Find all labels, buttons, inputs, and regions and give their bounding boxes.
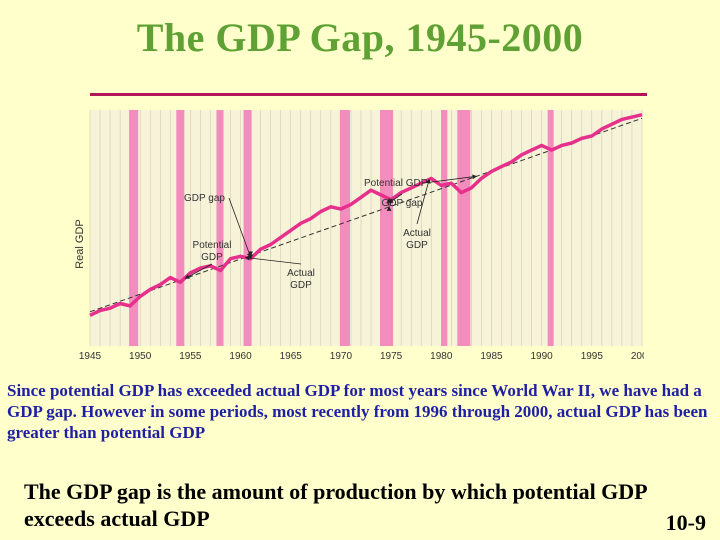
annotation-label: GDP gap: [184, 193, 225, 204]
annotation-label-line: Potential GDP: [364, 178, 428, 189]
slide-number: 10-9: [665, 510, 706, 535]
recession-band: [339, 110, 350, 346]
annotation-arrow: [244, 255, 302, 265]
x-tick-label: 1975: [380, 351, 403, 362]
x-tick-label: 1995: [581, 351, 604, 362]
annotation-arrow: [184, 263, 213, 279]
annotation-label-line: GDP: [201, 252, 223, 263]
gdp-gap-chart: Potential GDP GDP gap Potential GDP Actual GD…: [72, 104, 654, 366]
annotation-arrow: [416, 178, 431, 225]
slide-title: The GDP Gap, 1945-2000: [136, 15, 584, 60]
annotation-label: Actual GDP: [287, 268, 315, 291]
actual-gdp-line: [89, 112, 643, 317]
x-tick-label: 1965: [280, 351, 303, 362]
annotation-label-line: GDP: [290, 280, 312, 291]
annotation-label: Potential GDP: [193, 240, 232, 263]
title-underline: [90, 93, 647, 96]
series-layer: [89, 112, 643, 317]
annotation-label: GDP gap: [382, 198, 423, 209]
x-tick-label: 1990: [531, 351, 554, 362]
annotation-label-line: GDP: [406, 240, 428, 251]
annotation-label-line: GDP gap: [184, 193, 225, 204]
x-tick-label: 1980: [430, 351, 453, 362]
annotation-label-line: Actual: [287, 268, 315, 279]
x-tick-label: 1945: [79, 351, 102, 362]
definition-text: The GDP gap is the amount of production …: [24, 479, 647, 531]
x-tick-label: 1955: [179, 351, 202, 362]
x-tick-labels: 1945 1950 1955 1960 1965 1970 1975 1980 1985 1990…: [79, 351, 654, 362]
caption-text: Since potential GDP has exceeded actual …: [7, 381, 708, 442]
x-tick-label: 1985: [480, 351, 503, 362]
recession-band: [129, 110, 139, 346]
recession-band: [243, 110, 252, 346]
recession-band: [457, 110, 471, 346]
x-tick-label: 1960: [229, 351, 252, 362]
x-tick-label: 2000: [631, 351, 644, 362]
annotation-label-line: Actual: [403, 228, 431, 239]
annotation-label-line: Potential: [193, 240, 232, 251]
recession-bands: [129, 110, 554, 346]
recession-band: [547, 110, 554, 346]
annotation-label: Actual GDP: [403, 228, 431, 251]
annotation-arrow: [423, 174, 478, 184]
annotation-label-line: GDP gap: [382, 198, 423, 209]
recession-band: [380, 110, 394, 346]
x-tick-label: 1950: [129, 351, 152, 362]
y-axis-label: Real GDP: [74, 219, 86, 269]
recession-band: [441, 110, 448, 346]
x-tick-label: 1970: [330, 351, 353, 362]
annotation-arrow: [228, 197, 252, 258]
annotation-label: Potential GDP: [364, 178, 428, 189]
recession-band: [176, 110, 185, 346]
recession-band: [216, 110, 224, 346]
